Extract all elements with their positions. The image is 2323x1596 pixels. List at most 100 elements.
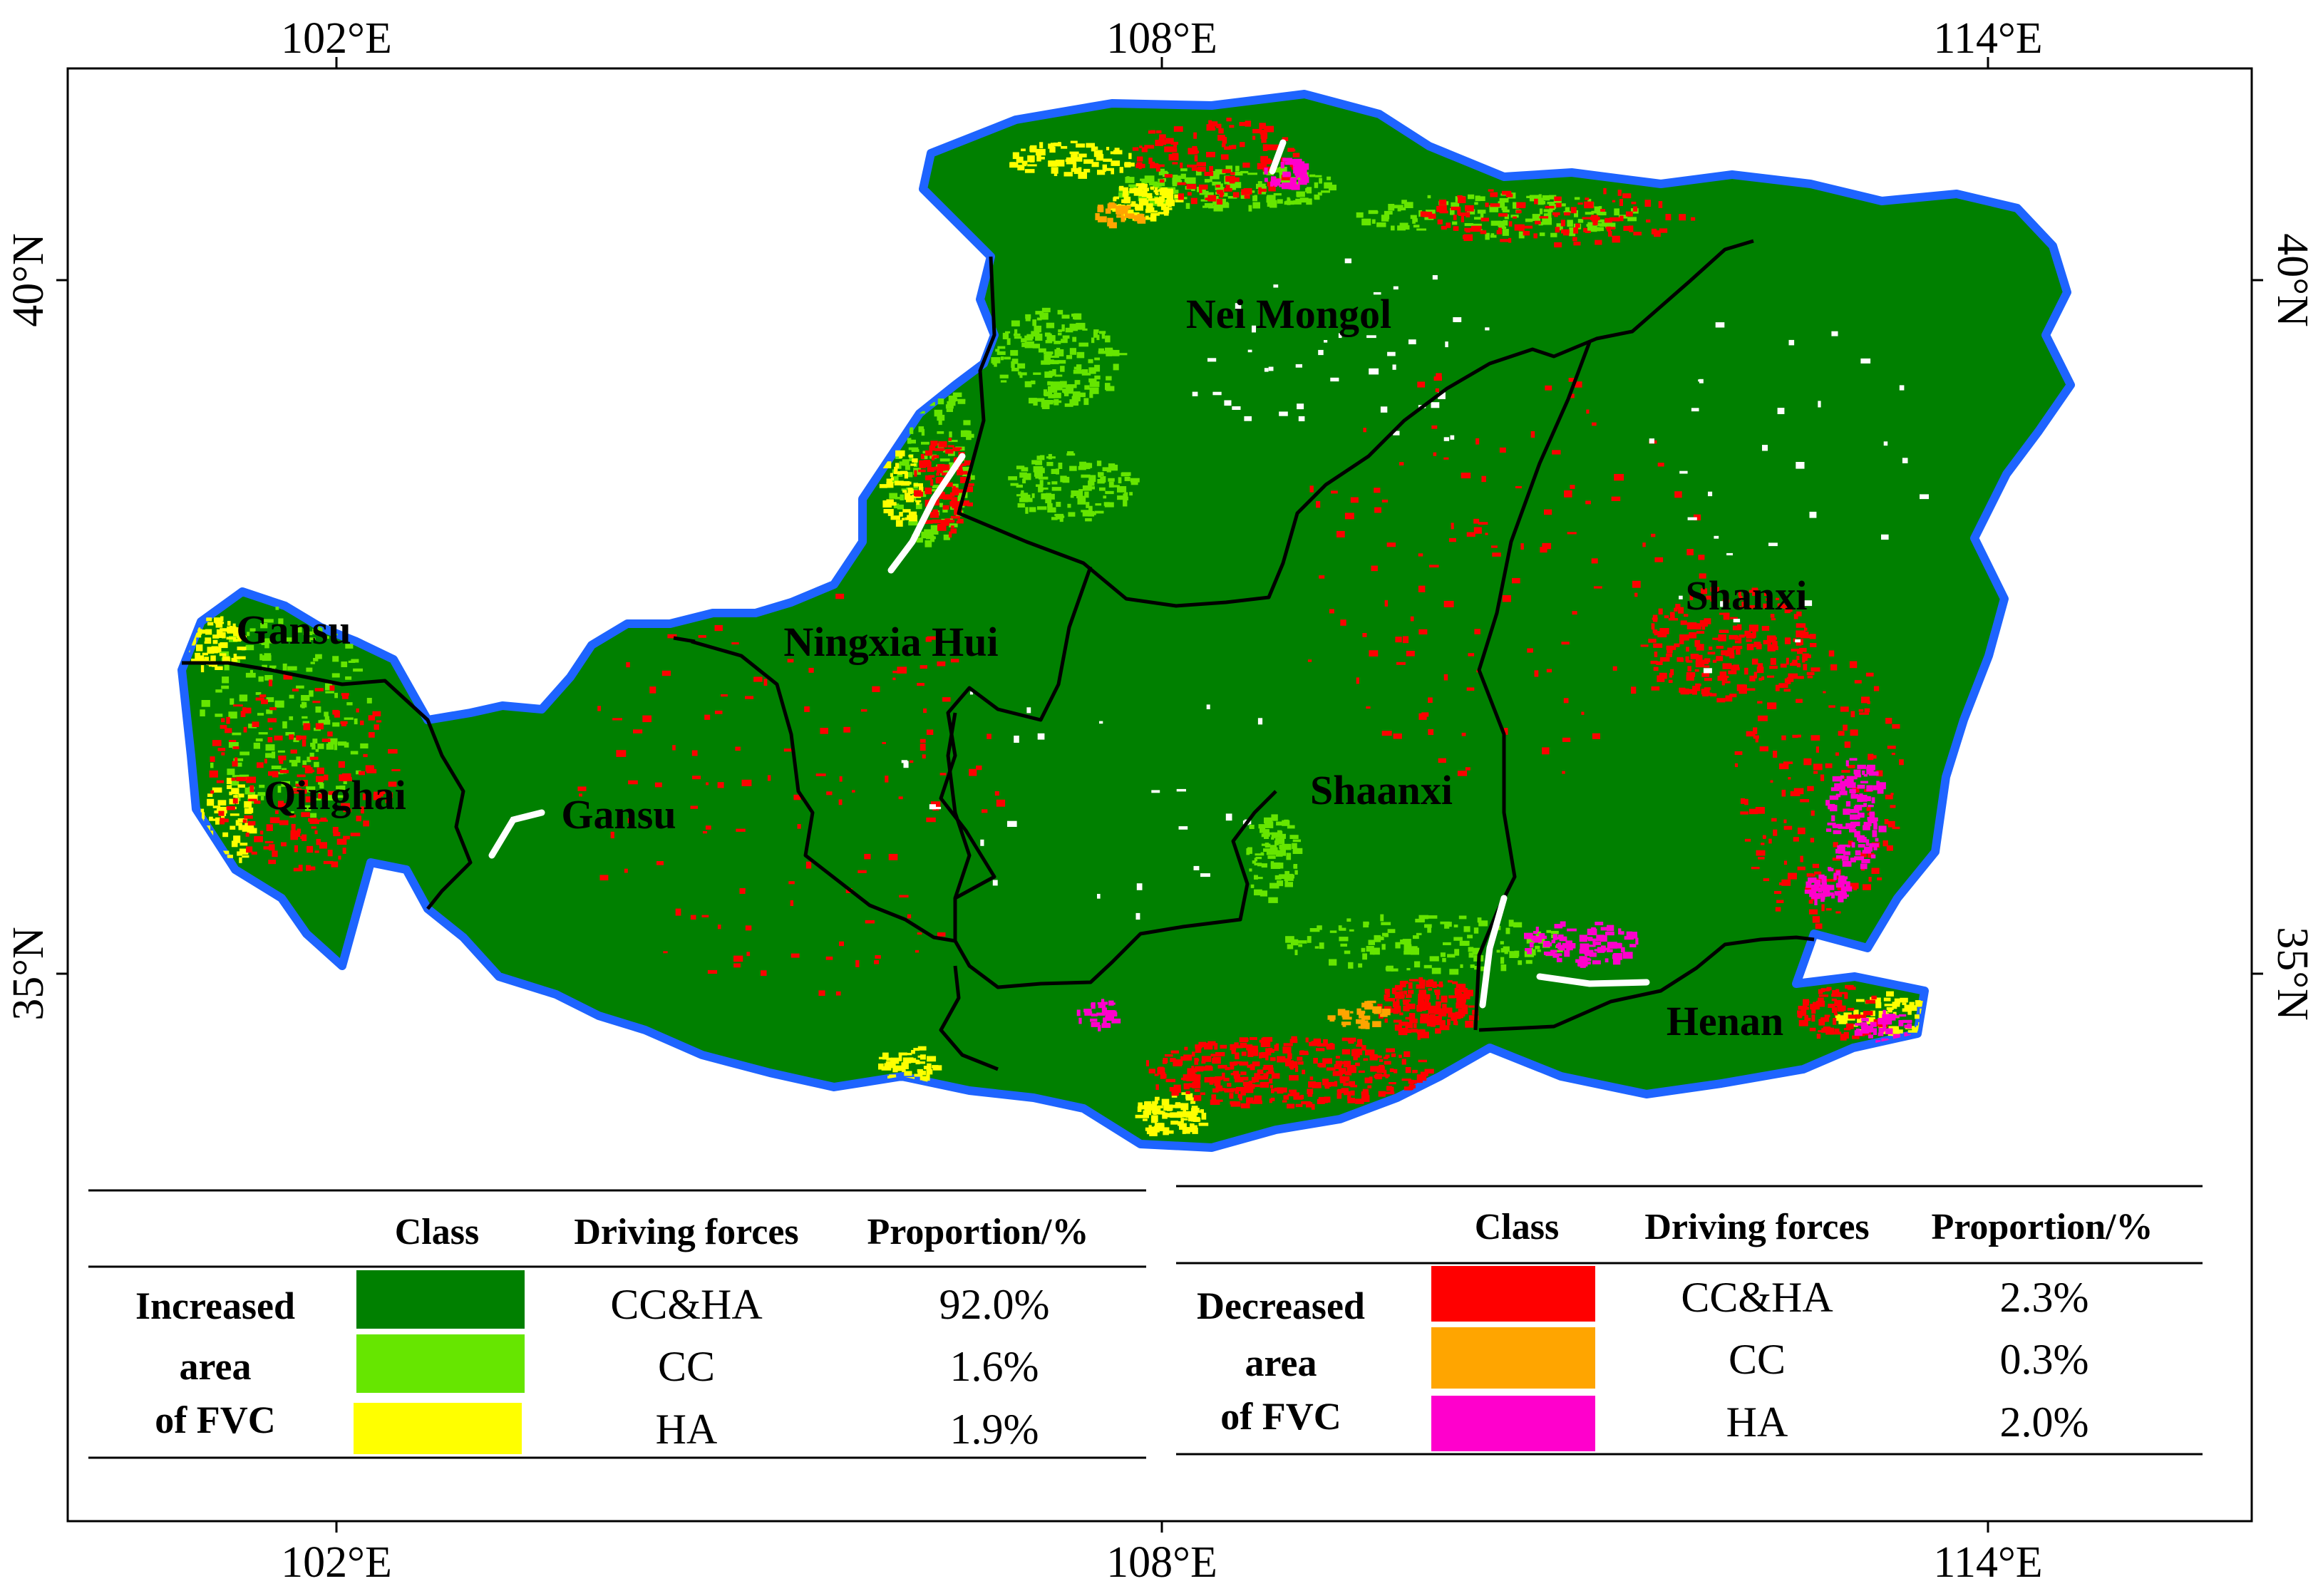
patch-ha-increase [220, 616, 224, 622]
patch-ha-decrease [1878, 1018, 1882, 1024]
patch-cc-ha-decrease [1583, 227, 1587, 232]
patch-cc-increase [1254, 889, 1262, 896]
patch-cc-increase [1061, 339, 1068, 344]
region-label-nei-mongol: Nei Mongol [1186, 291, 1391, 337]
patch-cc-ha-decrease [942, 505, 949, 510]
patch-cc-ha-decrease [388, 748, 398, 754]
patch-cc-ha-decrease [1678, 607, 1684, 614]
patch-cc-ha-decrease [1614, 473, 1624, 481]
patch-cc-increase [891, 476, 899, 483]
patch-cc-ha-decrease [1347, 1037, 1356, 1042]
patch-cc-ha-decrease [1461, 473, 1471, 479]
patch-ha-increase [932, 1065, 939, 1069]
patch-ha-increase [881, 1066, 892, 1071]
patch-cc-ha-decrease [1235, 1052, 1240, 1060]
patch-cc-ha-decrease [1289, 1075, 1299, 1081]
patch-cc-increase [937, 414, 945, 421]
patch-ha-increase [227, 780, 232, 783]
patch-cc-ha-decrease [1534, 670, 1539, 677]
patch-cc-increase [1072, 336, 1077, 342]
patch-cc-ha-decrease [293, 867, 303, 872]
patch-cc-increase [346, 702, 353, 706]
patch-cc-ha-decrease [1438, 200, 1447, 205]
patch-cc-increase [354, 718, 358, 725]
patch-cc-increase [1490, 233, 1495, 237]
patch-cc-increase [1059, 517, 1063, 522]
patch-cc-ha-decrease [1235, 1077, 1244, 1083]
patch-ha-increase [1191, 1106, 1198, 1111]
patch-cc-increase [1180, 168, 1188, 172]
patch-cc-ha-decrease [1746, 731, 1756, 737]
patch-cc-ha-decrease [929, 512, 939, 518]
patch-cc-ha-decrease [1736, 684, 1746, 691]
patch-cc-ha-decrease [1384, 1018, 1388, 1023]
patch-ha-increase [202, 812, 205, 819]
patch-cc-ha-decrease [1424, 997, 1429, 1002]
patch-cc-increase [1255, 853, 1264, 856]
patch-cc-increase [1094, 510, 1104, 514]
patch-cc-increase [1111, 349, 1120, 356]
patch-cc-ha-decrease [1520, 543, 1524, 550]
patch-cc-ha-decrease [1657, 631, 1667, 638]
patch-cc-ha-decrease [1371, 565, 1378, 572]
patch-cc-increase [1160, 199, 1170, 206]
patch-ha-decrease [1281, 182, 1292, 190]
patch-no-data [1366, 335, 1376, 339]
patch-cc-ha-decrease [1882, 840, 1888, 847]
patch-cc-ha-decrease [1585, 230, 1591, 233]
patch-cc-increase [210, 762, 214, 768]
patch-cc-increase [1542, 195, 1550, 201]
patch-cc-ha-decrease [336, 838, 347, 845]
patch-ha-increase [1192, 1127, 1198, 1134]
patch-cc-ha-decrease [290, 833, 298, 840]
patch-cc-ha-decrease [295, 783, 304, 787]
patch-cc-ha-decrease [692, 776, 701, 780]
patch-cc-increase [289, 716, 294, 721]
patch-no-data [1212, 391, 1222, 396]
patch-cc-ha-decrease [1424, 1069, 1434, 1074]
patch-cc-ha-decrease [1417, 381, 1426, 388]
patch-cc-ha-decrease [1451, 522, 1454, 530]
patch-cc-ha-decrease [1751, 587, 1758, 592]
patch-cc-ha-decrease [283, 672, 293, 680]
patch-cc-ha-decrease [1825, 1027, 1835, 1035]
patch-ha-decrease [1806, 881, 1812, 888]
patch-cc-increase [230, 698, 235, 705]
patch-cc-ha-decrease [1560, 220, 1565, 227]
patch-cc-ha-decrease [1734, 640, 1740, 644]
patch-cc-ha-decrease [1654, 652, 1658, 657]
patch-cc-ha-decrease [957, 518, 964, 522]
patch-cc-ha-decrease [225, 728, 232, 733]
patch-cc-ha-decrease [1864, 1032, 1872, 1036]
patch-ha-increase [210, 655, 216, 663]
patch-cc-ha-decrease [267, 718, 277, 723]
patch-cc-ha-decrease [1513, 216, 1517, 219]
patch-cc-ha-decrease [1468, 1005, 1475, 1008]
patch-ha-decrease [1820, 892, 1825, 900]
boundary-gansu-ningxia-north [673, 636, 696, 644]
patch-ha-decrease [1849, 788, 1856, 793]
patch-no-data [1135, 912, 1140, 920]
patch-cc-increase [1387, 929, 1396, 933]
patch-ha-increase [204, 641, 212, 644]
patch-cc-increase [1011, 320, 1020, 326]
patch-cc-ha-decrease [1757, 701, 1763, 704]
patch-cc-ha-decrease [917, 932, 922, 935]
patch-cc-ha-decrease [1410, 616, 1414, 622]
patch-cc-ha-decrease [1675, 604, 1681, 609]
patch-ha-decrease [1875, 838, 1879, 842]
patch-cc-ha-decrease [950, 525, 954, 528]
patch-cc-ha-decrease [1148, 1069, 1155, 1074]
patch-cc-ha-decrease [1797, 828, 1806, 835]
patch-cc-ha-decrease [1659, 228, 1668, 233]
patch-cc-increase [1416, 228, 1426, 231]
patch-cc-ha-decrease [1160, 1072, 1166, 1079]
patch-cc-ha-decrease [1786, 609, 1793, 612]
swatch-increased-cc [356, 1334, 525, 1393]
patch-cc-ha-decrease [1266, 1071, 1274, 1074]
patch-cc-ha-decrease [1225, 1066, 1230, 1071]
patch-ha-increase [1167, 1113, 1173, 1118]
patch-ha-increase [908, 511, 917, 517]
patch-cc-ha-decrease [1692, 686, 1696, 691]
patch-cc-ha-decrease [1609, 217, 1619, 222]
